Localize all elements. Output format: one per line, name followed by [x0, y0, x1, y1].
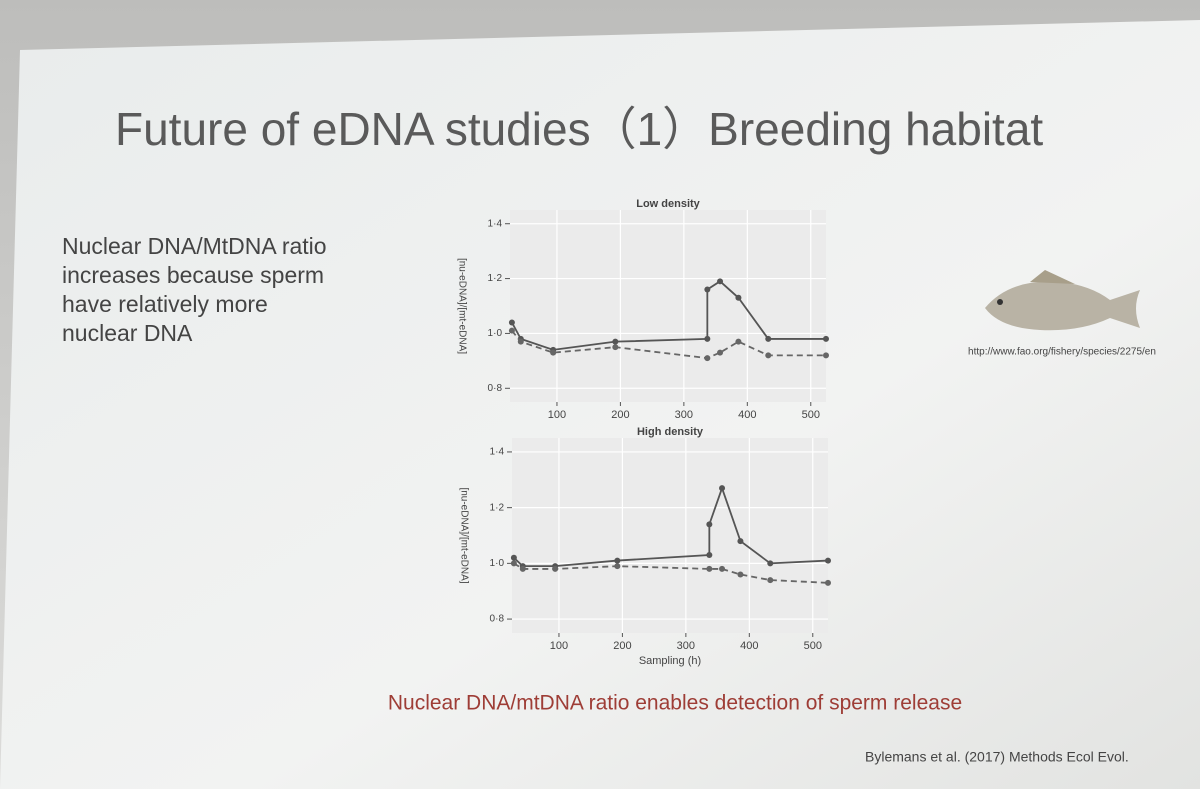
x-tick-label: 400 — [740, 640, 758, 652]
data-point — [823, 352, 829, 359]
y-tick-label: 0·8 — [490, 614, 505, 625]
data-point — [704, 286, 711, 293]
data-point — [614, 557, 621, 564]
bullet: Nuclear DNA/MtDNA ratio increases becaus… — [62, 233, 327, 346]
x-tick-label: 300 — [675, 409, 693, 421]
data-point — [510, 554, 517, 561]
y-tick-label: 1·0 — [488, 328, 503, 339]
data-point — [823, 335, 829, 342]
data-point — [825, 579, 831, 586]
data-point — [735, 294, 742, 301]
data-point — [767, 577, 774, 584]
data-point — [735, 338, 742, 345]
bullet-line: have relatively more — [62, 291, 268, 317]
caption: Nuclear DNA/mtDNA ratio enables detectio… — [388, 692, 962, 715]
y-tick-label: 1·0 — [490, 558, 505, 569]
bullet-line: nuclear DNA — [62, 320, 193, 346]
citation: Bylemans et al. (2017) Methods Ecol Evol… — [865, 749, 1129, 765]
y-tick-label: 1·2 — [488, 273, 503, 284]
data-point — [717, 349, 724, 356]
data-point — [719, 565, 726, 572]
x-tick-label: 500 — [804, 640, 822, 652]
image-credit: http://www.fao.org/fishery/species/2275/… — [968, 347, 1156, 358]
y-axis-label: [nu-eDNA]/[mt-eDNA] — [458, 487, 469, 583]
y-tick-label: 1·4 — [488, 218, 503, 229]
data-point — [767, 560, 774, 567]
data-point — [517, 338, 524, 345]
data-point — [765, 352, 772, 359]
y-tick-label: 1·4 — [490, 447, 505, 458]
data-point — [737, 538, 744, 545]
chart-title: Low density — [636, 198, 700, 210]
bullet-line: Nuclear DNA/MtDNA ratio — [62, 233, 327, 259]
series-line — [511, 280, 826, 351]
y-tick-label: 0·8 — [488, 383, 503, 394]
slide — [0, 20, 1200, 789]
x-tick-label: 400 — [738, 409, 756, 421]
data-point — [614, 563, 621, 570]
data-point — [508, 327, 515, 334]
slide-title: Future of eDNA studies（1）Breeding habita… — [115, 103, 1043, 155]
chart-title: High density — [637, 426, 704, 438]
data-point — [612, 338, 619, 345]
data-point — [552, 565, 559, 572]
data-point — [519, 565, 526, 572]
x-tick-label: 100 — [548, 409, 566, 421]
plot-area — [512, 438, 828, 633]
x-tick-label: 200 — [613, 640, 631, 652]
x-tick-label: 300 — [677, 640, 695, 652]
series-line — [513, 485, 829, 568]
data-point — [706, 565, 713, 572]
data-point — [508, 319, 515, 326]
x-tick-label: 500 — [802, 409, 820, 421]
bullet-line: increases because sperm — [62, 262, 324, 288]
data-point — [765, 335, 772, 342]
data-point — [612, 344, 619, 351]
x-tick-label: 100 — [550, 640, 568, 652]
data-point — [717, 278, 724, 285]
x-tick-label: 200 — [611, 409, 629, 421]
data-point — [706, 521, 713, 528]
data-point — [825, 557, 831, 564]
fish-image — [985, 270, 1140, 331]
data-point — [737, 571, 744, 578]
x-axis-label: Sampling (h) — [639, 655, 701, 667]
data-point — [719, 485, 726, 492]
data-point — [510, 560, 517, 567]
data-point — [704, 335, 711, 342]
plot-area — [510, 210, 826, 402]
data-point — [706, 552, 713, 558]
y-axis-label: [nu-eDNA]/[mt-eDNA] — [456, 258, 467, 354]
y-tick-label: 1·2 — [490, 502, 505, 513]
data-point — [704, 355, 711, 362]
data-point — [550, 349, 557, 356]
series-line — [513, 562, 829, 584]
